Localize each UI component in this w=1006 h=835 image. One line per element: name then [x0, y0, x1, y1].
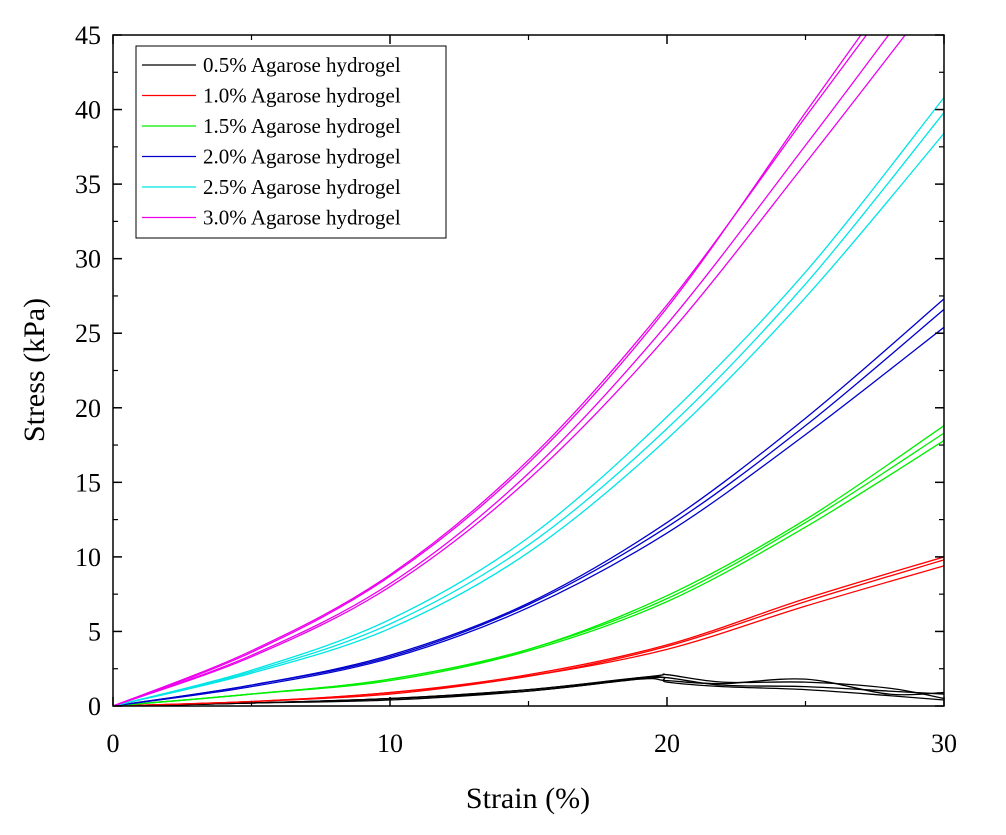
- series-line: [113, 97, 944, 706]
- legend: 0.5% Agarose hydrogel 1.0% Agarose hydrog…: [135, 45, 447, 239]
- series-4: [113, 97, 944, 706]
- y-tick-label: 30: [75, 245, 101, 274]
- series-line: [113, 565, 944, 706]
- y-axis-title: Stress (kPa): [18, 298, 51, 442]
- y-tick-label: 25: [75, 319, 101, 348]
- series-line: [113, 556, 944, 706]
- y-tick-label: 10: [75, 543, 101, 572]
- series-line: [113, 35, 867, 706]
- y-tick-label: 15: [75, 468, 101, 497]
- axis-ticks: 0 10 20 30 0 5 10 15 20 25 30 35 40 45: [75, 21, 957, 758]
- series-line: [113, 112, 944, 706]
- legend-box: [135, 45, 447, 239]
- series-line: [113, 559, 944, 706]
- x-tick-label: 30: [931, 729, 957, 758]
- legend-label: 2.5% Agarose hydrogel: [203, 175, 401, 199]
- series-line: [113, 35, 906, 706]
- y-tick-label: 35: [75, 170, 101, 199]
- y-tick-label: 40: [75, 96, 101, 125]
- series-line: [113, 132, 944, 706]
- x-axis-title: Strain (%): [466, 782, 590, 815]
- series-3: [113, 298, 944, 706]
- series-5: [113, 35, 906, 706]
- series-2: [113, 425, 944, 706]
- legend-label: 1.0% Agarose hydrogel: [203, 84, 401, 108]
- series-line: [113, 308, 944, 706]
- legend-label: 0.5% Agarose hydrogel: [203, 53, 401, 77]
- series-line: [113, 35, 862, 706]
- x-tick-label: 10: [377, 729, 403, 758]
- series-1: [113, 556, 944, 706]
- y-tick-label: 45: [75, 21, 101, 50]
- y-tick-label: 0: [88, 692, 101, 721]
- series-line: [113, 425, 944, 706]
- series-line: [113, 440, 944, 706]
- legend-label: 1.5% Agarose hydrogel: [203, 114, 401, 138]
- series-line: [113, 326, 944, 706]
- series-line: [113, 676, 944, 706]
- y-tick-label: 20: [75, 394, 101, 423]
- y-tick-label: 5: [88, 617, 101, 646]
- x-tick-label: 20: [654, 729, 680, 758]
- x-tick-label: 0: [107, 729, 120, 758]
- series-line: [113, 35, 890, 706]
- legend-label: 2.0% Agarose hydrogel: [203, 145, 401, 169]
- series-line: [113, 298, 944, 706]
- legend-label: 3.0% Agarose hydrogel: [203, 206, 401, 230]
- series-0: [113, 673, 944, 706]
